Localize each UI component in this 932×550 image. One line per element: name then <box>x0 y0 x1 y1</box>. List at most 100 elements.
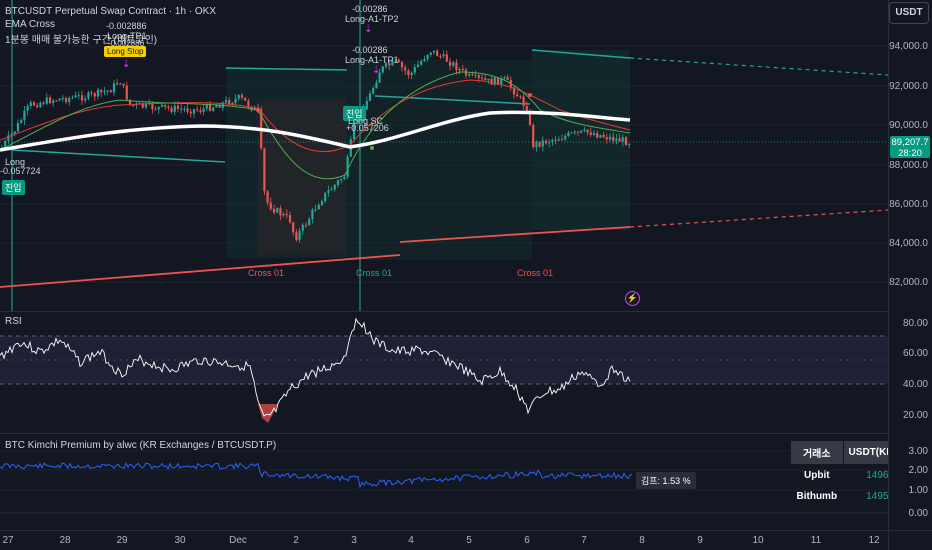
kimchi-premium-label: 김프: 1.53 % <box>636 472 696 489</box>
time-tick: 6 <box>524 535 530 546</box>
zone-box-2 <box>226 68 347 258</box>
long-mid-label: Long SC <box>348 116 384 126</box>
candles <box>0 49 631 243</box>
time-tick: 2 <box>293 535 299 546</box>
support-line-dash <box>629 209 888 228</box>
trendline-upper-left <box>11 149 226 163</box>
time-axis-separator <box>0 530 932 531</box>
cross-label-3: Cross 01 <box>517 268 554 278</box>
tp1-mid-pnl: -0.00286 <box>352 45 388 55</box>
tp1-mid-label: Long-A1-TP1 <box>345 55 399 65</box>
price-tick: 94,000.0 <box>889 41 928 52</box>
kimchi-header-exchange: 거래소 <box>790 440 844 465</box>
cross-label-1: Cross 01 <box>248 268 285 278</box>
time-tick: 9 <box>697 535 703 546</box>
price-tick: 86,000.0 <box>889 199 928 210</box>
ema-white <box>0 110 631 152</box>
rsi-tick: 40.00 <box>902 379 928 390</box>
price-tick: 90,000.0 <box>889 120 928 131</box>
kimchi-chart[interactable] <box>0 434 888 530</box>
tp1-mid-marker: ⇣ <box>372 65 381 76</box>
time-tick: 27 <box>2 535 14 546</box>
table-row: Upbit 1496 <box>791 465 912 487</box>
long-mid-pnl: +0.057206 <box>346 123 389 133</box>
tp2-mid-marker: ⇣ <box>364 24 373 35</box>
time-tick: 5 <box>466 535 472 546</box>
ema-red <box>0 79 631 153</box>
kimchi-title[interactable]: BTC Kimchi Premium by alwc (KR Exchanges… <box>5 440 277 451</box>
time-tick: Dec <box>229 535 247 546</box>
price-chart[interactable] <box>0 0 888 311</box>
rsi-chart[interactable] <box>0 312 888 433</box>
ema-green <box>0 71 631 180</box>
time-tick: 30 <box>174 535 186 546</box>
time-tick: 8 <box>639 535 645 546</box>
zone-box-3 <box>347 60 532 260</box>
kimchi-tick: 1.00 <box>908 485 928 496</box>
signal-long-label: Long <box>4 157 26 167</box>
cross-label-2: Cross 01 <box>356 268 393 278</box>
tp1-left-pnl2: -0.002886 <box>108 39 145 48</box>
entry-badge-mid: 진입 <box>343 106 366 121</box>
exchange-bithumb: Bithumb <box>796 491 838 502</box>
long-stop-badge: Long Stop <box>104 46 147 57</box>
rsi-tick: 80.00 <box>902 318 928 329</box>
rsi-title[interactable]: RSI <box>5 316 22 327</box>
tp1-left-label: Long-TP1 <box>107 31 147 41</box>
kimchi-line <box>0 461 633 489</box>
rate-upbit: 1496 <box>866 470 889 481</box>
kimchi-tick: 0.00 <box>908 508 928 519</box>
trendline-right-top <box>531 49 631 59</box>
tp2-mid-label: Long-A1-TP2 <box>345 14 399 24</box>
time-tick: 3 <box>351 535 357 546</box>
symbol-title[interactable]: BTCUSDT Perpetual Swap Contract · 1h · O… <box>5 6 217 17</box>
currency-button[interactable]: USDT <box>889 2 929 24</box>
bar-countdown: 28:20 <box>898 148 922 159</box>
kimchi-tick: 3.00 <box>908 446 928 457</box>
trendline-channel-top <box>225 67 348 71</box>
tp1-left-pnl1: -0.002886 <box>106 21 147 31</box>
cross-dot-2 <box>370 146 374 150</box>
last-price-value: 89,207.7 <box>891 137 929 148</box>
pane-separator-1[interactable] <box>0 311 932 312</box>
tp1-left-marker: ⇣ <box>122 59 131 70</box>
time-tick: 10 <box>752 535 764 546</box>
exchange-upbit: Upbit <box>804 470 830 481</box>
rsi-oversold-fill <box>258 404 278 423</box>
time-tick: 28 <box>59 535 71 546</box>
time-tick: 11 <box>810 535 822 546</box>
signal-long-left: Long <box>0 157 30 167</box>
rsi-tick: 60.00 <box>902 348 928 359</box>
price-tick: 92,000.0 <box>889 81 928 92</box>
rsi-tick: 20.00 <box>902 410 928 421</box>
rsi-pane[interactable]: RSI <box>0 312 888 433</box>
pane-separator-2[interactable] <box>0 433 932 434</box>
tp2-mid-pnl: -0.00286 <box>352 4 388 14</box>
price-pane[interactable]: BTCUSDT Perpetual Swap Contract · 1h · O… <box>0 0 888 311</box>
entry-badge-left: 진입 <box>2 180 25 195</box>
time-tick: 29 <box>116 535 128 546</box>
rsi-line <box>0 317 631 417</box>
kimchi-pane[interactable]: BTC Kimchi Premium by alwc (KR Exchanges… <box>0 434 888 530</box>
price-axis[interactable]: 94,000.0 92,000.0 90,000.0 88,000.0 86,0… <box>888 0 932 550</box>
support-line-left <box>0 254 401 288</box>
signal-long-left-pnl: -0.057724 <box>0 166 41 176</box>
table-row: Bithumb 1495 <box>791 486 912 507</box>
price-tick: 82,000.0 <box>889 277 928 288</box>
kimchi-tick: 2.00 <box>908 465 928 476</box>
cross-dot-3 <box>528 93 532 97</box>
support-line-right <box>399 226 631 243</box>
time-tick: 4 <box>408 535 414 546</box>
price-tick: 84,000.0 <box>889 238 928 249</box>
indicator-ema-cross[interactable]: EMA Cross <box>5 19 56 30</box>
indicator-no-trade-zone[interactable]: 1분봉 매매 불가능한 구간 (비트코인) <box>5 35 158 46</box>
trendline-right-dash <box>629 57 888 76</box>
rate-bithumb: 1495 <box>866 491 889 502</box>
price-tick: 88,000.0 <box>889 160 928 171</box>
last-price-tag: 89,207.7 28:20 <box>890 136 930 159</box>
trendline-mid <box>374 95 531 105</box>
cross-dot-1 <box>256 108 260 112</box>
time-tick: 12 <box>868 535 880 546</box>
lightning-icon[interactable]: ⚡ <box>625 291 640 306</box>
time-tick: 7 <box>581 535 587 546</box>
